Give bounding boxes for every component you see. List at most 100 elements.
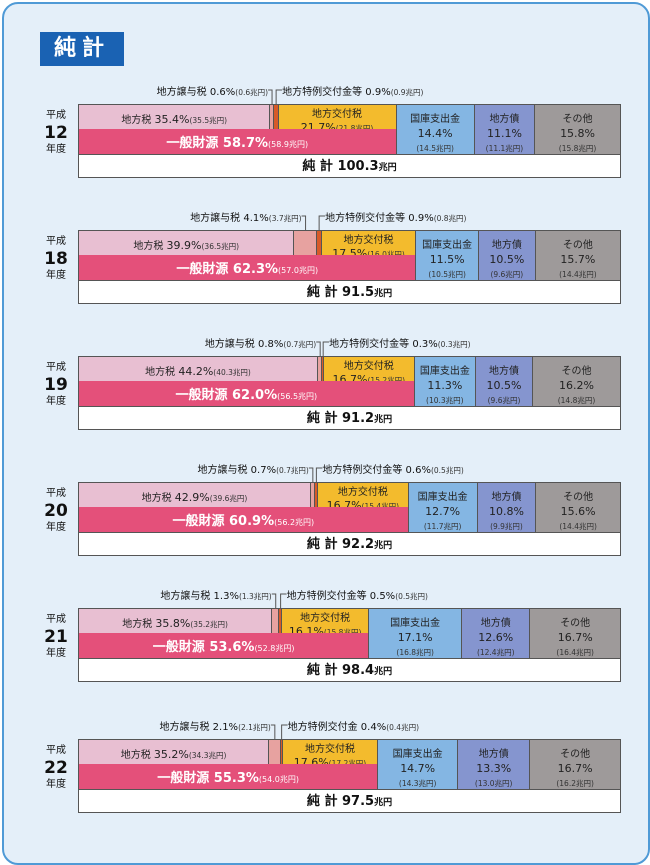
era-year: 20 bbox=[44, 501, 68, 521]
era-suffix: 年度 bbox=[46, 144, 66, 155]
callout-label: 地方特例交付金等 0.3% bbox=[329, 339, 438, 350]
segment-label: 地方交付税 bbox=[300, 613, 351, 624]
bar-segment-local-bond: 地方債 10.5% (9.6兆円) bbox=[476, 356, 534, 406]
callout-amount: (1.3兆円) bbox=[238, 592, 272, 601]
general-revenue-amount: (54.0兆円) bbox=[258, 775, 299, 784]
general-revenue-band: 一般財源 53.6%(52.8兆円) bbox=[78, 633, 370, 658]
total-value: 92.2 bbox=[341, 537, 375, 552]
callout-label: 地方譲与税 0.6% bbox=[156, 87, 236, 98]
era-year: 19 bbox=[44, 375, 68, 395]
bar-bottom-border bbox=[78, 280, 621, 281]
segment-amount: (36.5兆円) bbox=[201, 242, 240, 251]
total-row: 純 計 97.5兆円 bbox=[78, 790, 621, 813]
total-row: 純 計 91.5兆円 bbox=[78, 281, 621, 304]
segment-label: その他 bbox=[562, 114, 593, 125]
callout-special-grant: 地方特例交付金 0.4%(0.4兆円) bbox=[288, 718, 419, 733]
segment-amount: (15.8兆円) bbox=[558, 144, 597, 153]
bar-segment-local-bond: 地方債 12.6% (12.4兆円) bbox=[462, 608, 531, 658]
total-label: 純 計 bbox=[306, 411, 342, 426]
segment-amount: (10.3兆円) bbox=[426, 396, 464, 405]
bar-segment-treasury: 国庫支出金 11.3% (10.3兆円) bbox=[414, 356, 476, 406]
general-revenue-label: 一般財源 62.3% bbox=[176, 262, 279, 277]
era-prefix: 平成 bbox=[46, 110, 66, 121]
callout-label: 地方特例交付金等 0.9% bbox=[325, 213, 434, 224]
total-label: 純 計 bbox=[302, 159, 338, 174]
callout-leader-lines bbox=[271, 593, 287, 608]
total-row: 純 計 92.2兆円 bbox=[78, 533, 621, 556]
segment-percent: 17.1% bbox=[397, 631, 433, 644]
segment-amount: (9.6兆円) bbox=[487, 396, 521, 405]
bar-segment-other: その他 15.6% (14.4兆円) bbox=[536, 482, 621, 532]
segment-amount: (9.6兆円) bbox=[490, 270, 524, 279]
era-year: 22 bbox=[44, 758, 68, 778]
callout-leader-lines bbox=[316, 341, 330, 356]
segment-percent-line: 17.1% bbox=[369, 630, 461, 644]
bar-segment-transfer-tax bbox=[310, 482, 315, 507]
era-prefix: 平成 bbox=[46, 488, 66, 499]
era-year: 12 bbox=[44, 123, 68, 143]
segment-amount: (14.5兆円) bbox=[416, 144, 454, 153]
bar-segment-special-grant bbox=[316, 230, 322, 255]
leader-line-transfer-tax bbox=[270, 724, 276, 739]
page-title: 純計 bbox=[40, 32, 124, 66]
segment-label-line: 地方債 bbox=[462, 615, 529, 630]
segment-amount-line: (16.2兆円) bbox=[530, 775, 620, 789]
bar-segment-transfer-tax bbox=[270, 104, 274, 129]
leader-line-special-grant bbox=[322, 341, 330, 356]
segment-percent-line: 15.6% bbox=[536, 504, 620, 518]
callout-label: 地方特例交付金等 0.9% bbox=[282, 87, 391, 98]
segment-label: 国庫支出金 bbox=[419, 366, 470, 377]
segment-amount-line: (14.5兆円) bbox=[397, 140, 474, 154]
bar-segment-transfer-tax bbox=[294, 230, 317, 255]
general-revenue-amount: (56.5兆円) bbox=[277, 392, 318, 401]
segment-label: 地方税 bbox=[121, 115, 155, 126]
segment-label-line: 国庫支出金 bbox=[369, 615, 461, 630]
segment-label-line: その他 bbox=[535, 111, 620, 126]
segment-amount: (40.3兆円) bbox=[213, 368, 251, 377]
bar-segment-treasury: 国庫支出金 17.1% (16.8兆円) bbox=[369, 608, 463, 658]
segment-percent: 10.5% bbox=[486, 379, 522, 392]
segment-amount: (21.8兆円) bbox=[335, 124, 374, 129]
segment-label: 地方税 bbox=[133, 241, 167, 252]
segment-amount-line: (14.8兆円) bbox=[533, 392, 620, 406]
callout-amount: (0.5兆円) bbox=[395, 592, 428, 601]
segment-label: 地方交付税 bbox=[304, 744, 355, 755]
segment-percent: 17.6% bbox=[293, 756, 329, 764]
callout-amount: (3.7兆円) bbox=[268, 214, 302, 223]
segment-label: 地方税 bbox=[145, 367, 179, 378]
bar-segment-special-grant bbox=[280, 739, 283, 764]
bar-segment-local-bond: 地方債 11.1% (11.1兆円) bbox=[474, 104, 536, 154]
leader-line-special-grant bbox=[281, 724, 288, 739]
segment-amount: (13.0兆円) bbox=[474, 779, 513, 788]
leader-line-transfer-tax bbox=[308, 467, 314, 482]
segment-label-line: 地方交付税 bbox=[283, 741, 378, 755]
segment-label-line: 国庫支出金 bbox=[409, 489, 477, 504]
fiscal-year-label: 平成 19 年度 bbox=[42, 362, 70, 408]
era-suffix: 年度 bbox=[46, 779, 66, 790]
segment-percent-line: 11.5% bbox=[416, 252, 477, 266]
segment-amount: (14.4兆円) bbox=[559, 522, 597, 531]
bar-segment-transfer-tax bbox=[269, 739, 281, 764]
bar-segment-allocation-tax: 地方交付税 21.7%(21.8兆円) bbox=[278, 104, 397, 129]
segment-label-line: 地方債 bbox=[479, 237, 535, 252]
segment-percent-line: 13.3% bbox=[458, 761, 529, 775]
segment-label: その他 bbox=[561, 366, 592, 377]
segment-label: その他 bbox=[560, 749, 591, 760]
segment-percent: 12.7% bbox=[425, 505, 461, 518]
total-unit: 兆円 bbox=[374, 667, 393, 677]
total-value: 97.5 bbox=[341, 794, 375, 809]
segment-percent-line: 16.2% bbox=[533, 378, 620, 392]
segment-label: 地方交付税 bbox=[343, 361, 394, 372]
segment-percent: 13.3% bbox=[476, 762, 512, 775]
general-revenue-band: 一般財源 58.7%(58.9兆円) bbox=[78, 129, 397, 154]
segment-amount: (16.2兆円) bbox=[556, 779, 594, 788]
bar-segment-allocation-tax: 地方交付税 16.1%(15.8兆円) bbox=[281, 608, 370, 633]
segment-label-line: その他 bbox=[536, 489, 620, 504]
segment-amount: (14.3兆円) bbox=[398, 779, 437, 788]
callout-leader-lines bbox=[308, 467, 323, 482]
general-revenue-label: 一般財源 58.7% bbox=[166, 136, 269, 151]
segment-label: その他 bbox=[560, 618, 591, 629]
callout-amount: (2.1兆円) bbox=[238, 723, 271, 732]
segment-label: 地方交付税 bbox=[337, 487, 388, 498]
